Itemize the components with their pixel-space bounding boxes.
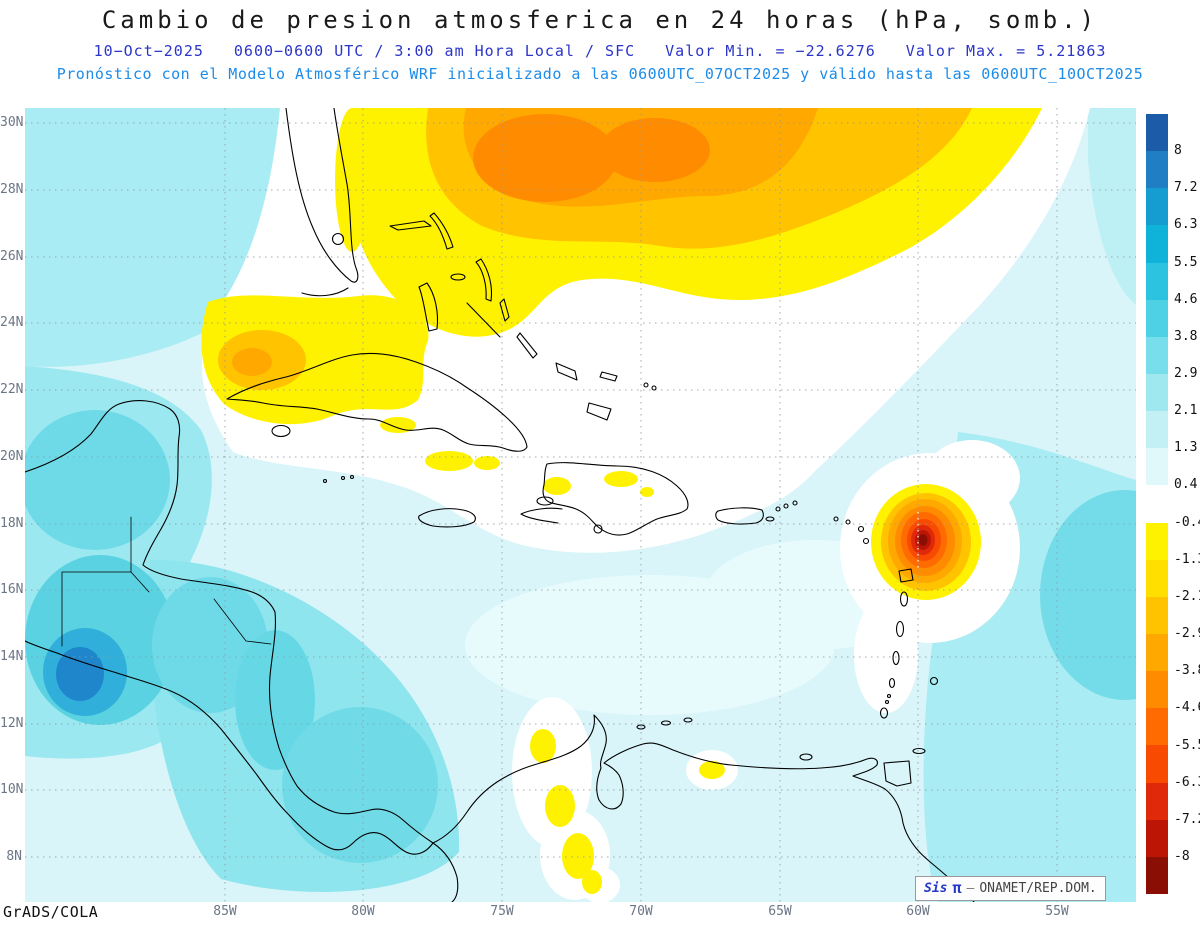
lon-tick-label: 75W: [490, 904, 514, 919]
value-max-label: Valor Max. = 5.21863: [905, 42, 1107, 60]
colorbar-tick-label: 2.1: [1174, 403, 1198, 418]
colorbar-cell: [1146, 225, 1168, 263]
colorbar-cell: [1146, 856, 1168, 894]
colorbar-tick-label: 4.6: [1174, 292, 1198, 307]
lat-tick-label: 26N: [0, 249, 24, 264]
colorbar-cell: [1146, 559, 1168, 597]
colorbar-cell: [1146, 336, 1168, 374]
lon-tick-label: 70W: [629, 904, 653, 919]
sispi-pi-symbol: π: [952, 879, 962, 897]
colorbar-tick-label: -4.6: [1174, 700, 1200, 715]
colorbar-cell: [1146, 114, 1168, 152]
colorbar-tick-label: 7.2: [1174, 180, 1198, 195]
sispi-logo-text: Sis: [924, 881, 948, 896]
colorbar-cell: [1146, 262, 1168, 300]
colorbar-tick-label: -6.3: [1174, 775, 1200, 790]
lat-tick-label: 12N: [0, 716, 24, 731]
chart-subtitle-line1: 10−Oct−2025 0600−0600 UTC / 3:00 am Hora…: [0, 42, 1200, 60]
pressure-fill-layer: [25, 108, 1136, 902]
colorbar-tick-label: -1.3: [1174, 552, 1200, 567]
onamet-label: ONAMET/REP.DOM.: [979, 881, 1097, 896]
colorbar-cell: [1146, 485, 1168, 523]
lat-tick-label: 22N: [0, 382, 24, 397]
colorbar-cell: [1146, 596, 1168, 634]
colorbar-tick-label: 3.8: [1174, 329, 1198, 344]
lat-tick-label: 16N: [0, 582, 24, 597]
value-min-label: Valor Min. = −22.6276: [665, 42, 876, 60]
colorbar-tick-label: -7.2: [1174, 812, 1200, 827]
lat-tick-label: 14N: [0, 649, 24, 664]
cyclone-core: [871, 484, 981, 600]
colorbar-tick-label: -5.5: [1174, 738, 1200, 753]
lat-tick-label: 18N: [0, 516, 24, 531]
colorbar-cell: [1146, 819, 1168, 857]
lat-tick-label: 30N: [0, 115, 24, 130]
colorbar-cell: [1146, 299, 1168, 337]
sispi-badge: Sis π — ONAMET/REP.DOM.: [915, 876, 1106, 901]
lon-tick-label: 80W: [351, 904, 375, 919]
colorbar-cell: [1146, 745, 1168, 783]
forecast-date: 10−Oct−2025: [93, 42, 204, 60]
colorbar-tick-label: -2.1: [1174, 589, 1200, 604]
colorbar-cell: [1146, 782, 1168, 820]
colorbar-tick-label: 2.9: [1174, 366, 1198, 381]
lat-tick-label: 24N: [0, 315, 24, 330]
colorbar-tick-label: 1.3: [1174, 440, 1198, 455]
lon-tick-label: 85W: [213, 904, 237, 919]
colorbar-cell: [1146, 708, 1168, 746]
lon-tick-label: 65W: [768, 904, 792, 919]
colorbar-cell: [1146, 188, 1168, 226]
lat-tick-label: 20N: [0, 449, 24, 464]
colorbar-tick-label: 5.5: [1174, 255, 1198, 270]
chart-subtitle-line2: Pronóstico con el Modelo Atmosférico WRF…: [56, 65, 1144, 83]
lat-tick-label: 28N: [0, 182, 24, 197]
chart-title: Cambio de presion atmosferica en 24 hora…: [101, 6, 1099, 34]
map-canvas: [25, 108, 1136, 902]
colorbar-cell: [1146, 448, 1168, 486]
colorbar-tick-label: 8: [1174, 143, 1182, 158]
colorbar-cell: [1146, 522, 1168, 560]
colorbar-cell: [1146, 633, 1168, 672]
coastline-layer: [25, 108, 975, 902]
colorbar-tick-label: 0.4: [1174, 477, 1198, 492]
lon-tick-label: 55W: [1045, 904, 1069, 919]
colorbar-cell: [1146, 151, 1168, 189]
lat-tick-label: 10N: [0, 782, 24, 797]
colorbar-tick-label: -2.9: [1174, 626, 1200, 641]
colorbar-cell: [1146, 373, 1168, 412]
lon-tick-label: 60W: [906, 904, 930, 919]
badge-separator: —: [966, 881, 975, 896]
colorbar-tick-label: -0.4: [1174, 515, 1200, 530]
gridline-layer: [25, 108, 1136, 902]
colorbar: [1146, 114, 1168, 894]
lat-tick-label: 8N: [6, 849, 22, 864]
colorbar-cell: [1146, 411, 1168, 449]
forecast-cycle: 0600−0600 UTC / 3:00 am Hora Local / SFC: [233, 42, 636, 60]
colorbar-tick-label: 6.3: [1174, 217, 1198, 232]
colorbar-cell: [1146, 671, 1168, 709]
colorbar-tick-label: -3.8: [1174, 663, 1200, 678]
grads-credit: GrADS/COLA: [3, 903, 99, 921]
colorbar-tick-label: -8: [1174, 849, 1190, 864]
